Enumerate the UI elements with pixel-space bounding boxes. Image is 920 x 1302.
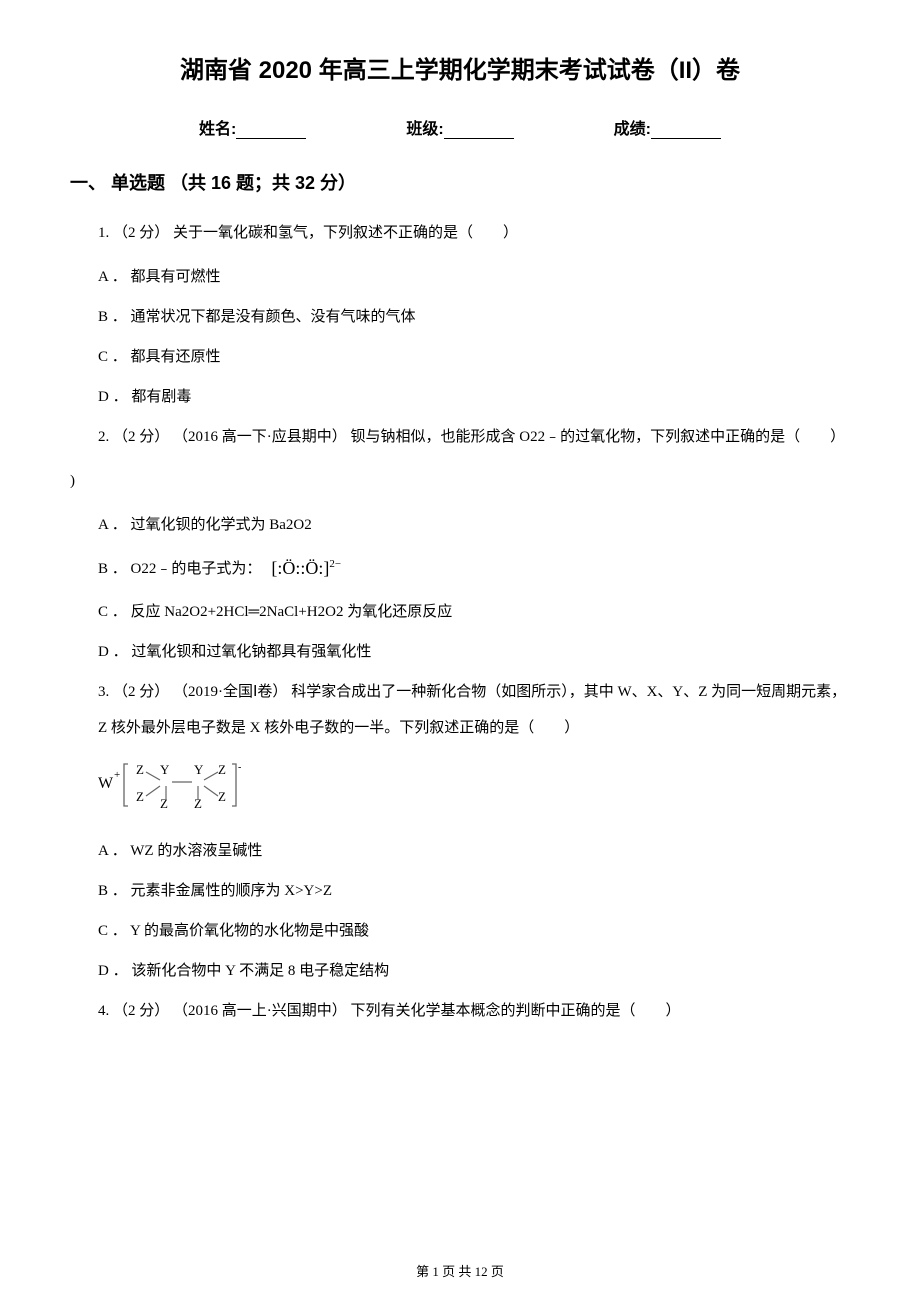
q1-option-d: D ． 都有剧毒	[70, 379, 850, 415]
q3-points: （2 分）	[113, 684, 169, 700]
q1-option-a: A ． 都具有可燃性	[70, 259, 850, 295]
q3-c-text: Y 的最高价氧化物的水化物是中强酸	[127, 923, 369, 939]
q1-points: （2 分）	[113, 225, 169, 241]
q3-b-label: B ．	[98, 883, 127, 899]
q2-text: 钡与钠相似，也能形成含 O22﹣的过氧化物，下列叙述中正确的是（ ）	[351, 429, 846, 445]
q1-b-label: B ．	[98, 309, 127, 325]
q3-d-text: 该新化合物中 Y 不满足 8 电子稳定结构	[128, 963, 390, 979]
q2-number: 2.	[98, 429, 109, 445]
q3-a-label: A ．	[98, 843, 127, 859]
q2-continuation: )	[70, 463, 850, 499]
compound-structure-icon: W + Z Y Y Z Z Z Z Z -	[98, 756, 248, 814]
question-3-stem: 3. （2 分） （2019·全国Ⅰ卷） 科学家合成出了一种新化合物（如图所示）…	[70, 674, 850, 746]
question-1-stem: 1. （2 分） 关于一氧化碳和氢气，下列叙述不正确的是（ ）	[70, 215, 850, 251]
q2-points: （2 分）	[113, 429, 169, 445]
q3-c-label: C ．	[98, 923, 127, 939]
q2-a-label: A ．	[98, 517, 127, 533]
svg-text:-: -	[238, 762, 241, 773]
q2-c-text: 反应 Na2O2+2HCl═2NaCl+H2O2 为氧化还原反应	[127, 604, 452, 620]
q3-d-label: D ．	[98, 963, 128, 979]
question-4-stem: 4. （2 分） （2016 高一上·兴国期中） 下列有关化学基本概念的判断中正…	[70, 993, 850, 1029]
q4-points: （2 分）	[113, 1003, 169, 1019]
question-2-stem: 2. （2 分） （2016 高一下·应县期中） 钡与钠相似，也能形成含 O22…	[70, 419, 850, 455]
q3-option-a: A ． WZ 的水溶液呈碱性	[70, 833, 850, 869]
q2-b-text: O22﹣的电子式为：	[127, 561, 262, 577]
q1-b-text: 通常状况下都是没有颜色、没有气味的气体	[127, 309, 416, 325]
class-blank	[444, 138, 514, 139]
svg-text:Y: Y	[160, 762, 170, 777]
student-info-line: 姓名: 班级: 成绩:	[70, 115, 850, 139]
q1-c-text: 都具有还原性	[127, 349, 221, 365]
q1-option-c: C ． 都具有还原性	[70, 339, 850, 375]
q1-a-label: A ．	[98, 269, 127, 285]
q1-c-label: C ．	[98, 349, 127, 365]
q3-number: 3.	[98, 684, 109, 700]
page-footer: 第 1 页 共 12 页	[0, 1261, 920, 1280]
svg-text:Y: Y	[194, 762, 204, 777]
q3-figure: W + Z Y Y Z Z Z Z Z -	[70, 756, 850, 819]
svg-text:Z: Z	[160, 796, 168, 811]
q3-a-text: WZ 的水溶液呈碱性	[127, 843, 263, 859]
formula-charge: 2−	[329, 558, 341, 570]
q3-option-c: C ． Y 的最高价氧化物的水化物是中强酸	[70, 913, 850, 949]
q1-text: 关于一氧化碳和氢气，下列叙述不正确的是（ ）	[173, 225, 518, 241]
q1-d-label: D ．	[98, 389, 128, 405]
score-label: 成绩:	[614, 121, 651, 138]
q4-number: 4.	[98, 1003, 109, 1019]
name-field: 姓名:	[199, 115, 306, 139]
q1-a-text: 都具有可燃性	[127, 269, 221, 285]
svg-text:Z: Z	[218, 789, 226, 804]
q2-option-d: D ． 过氧化钡和过氧化钠都具有强氧化性	[70, 634, 850, 670]
q2-c-label: C ．	[98, 604, 127, 620]
section-heading: 一、 单选题 （共 16 题；共 32 分）	[70, 169, 850, 195]
q2-d-label: D ．	[98, 644, 128, 660]
name-label: 姓名:	[199, 121, 236, 138]
name-blank	[236, 138, 306, 139]
q4-source: （2016 高一上·兴国期中）	[173, 1003, 347, 1019]
q2-option-a: A ． 过氧化钡的化学式为 Ba2O2	[70, 507, 850, 543]
q3-b-text: 元素非金属性的顺序为 X>Y>Z	[127, 883, 332, 899]
svg-text:Z: Z	[136, 789, 144, 804]
q2-option-c: C ． 反应 Na2O2+2HCl═2NaCl+H2O2 为氧化还原反应	[70, 594, 850, 630]
q1-d-text: 都有剧毒	[128, 389, 192, 405]
q2-a-text: 过氧化钡的化学式为 Ba2O2	[127, 517, 312, 533]
svg-text:+: +	[114, 769, 120, 781]
class-field: 班级:	[406, 115, 513, 139]
svg-text:W: W	[98, 775, 114, 792]
q2-b-label: B ．	[98, 561, 127, 577]
svg-text:Z: Z	[218, 762, 226, 777]
svg-text:Z: Z	[136, 762, 144, 777]
q3-source: （2019·全国Ⅰ卷）	[173, 684, 287, 700]
q2-source: （2016 高一下·应县期中）	[173, 429, 347, 445]
score-blank	[651, 138, 721, 139]
q2-option-b: B ． O22﹣的电子式为： [:Ö::Ö:]2−	[70, 547, 850, 590]
q2-d-text: 过氧化钡和过氧化钠都具有强氧化性	[128, 644, 372, 660]
exam-title: 湖南省 2020 年高三上学期化学期末考试试卷（II）卷	[70, 50, 850, 85]
score-field: 成绩:	[614, 115, 721, 139]
q3-option-b: B ． 元素非金属性的顺序为 X>Y>Z	[70, 873, 850, 909]
q1-option-b: B ． 通常状况下都是没有颜色、没有气味的气体	[70, 299, 850, 335]
q3-option-d: D ． 该新化合物中 Y 不满足 8 电子稳定结构	[70, 953, 850, 989]
q1-number: 1.	[98, 225, 109, 241]
formula-body: [:Ö::Ö:]	[271, 558, 329, 578]
electron-formula-icon: [:Ö::Ö:]2−	[271, 547, 341, 590]
class-label: 班级:	[406, 121, 443, 138]
q4-text: 下列有关化学基本概念的判断中正确的是（ ）	[351, 1003, 681, 1019]
